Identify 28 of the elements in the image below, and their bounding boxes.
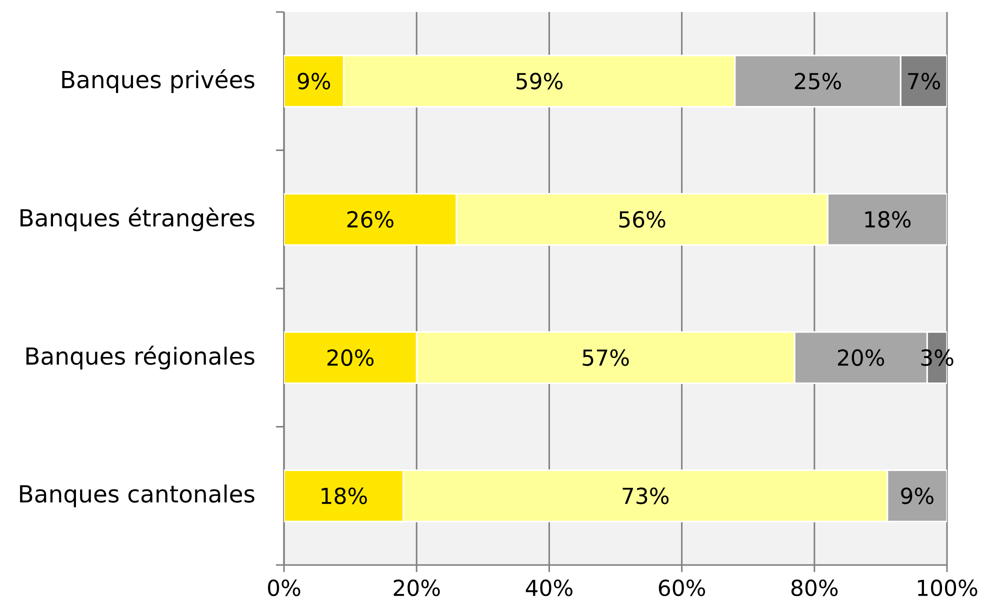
data-label: 18%	[865, 211, 911, 228]
x-tick-label: 20%	[394, 580, 440, 596]
data-label: 25%	[794, 72, 841, 90]
data-label: 18%	[322, 488, 367, 504]
x-tick-label: 0%	[268, 580, 300, 596]
y-tick-label: Banques cantonales	[20, 484, 254, 508]
x-tick-label: 100%	[918, 580, 978, 596]
x-tick-label: 80%	[791, 580, 838, 596]
y-tick-label: Banques régionales	[26, 346, 254, 370]
bar	[284, 470, 404, 522]
data-label: 20%	[327, 349, 374, 366]
data-label: 9%	[901, 488, 934, 504]
data-label: 73%	[622, 488, 669, 504]
data-label: 9%	[298, 72, 330, 90]
bar	[734, 54, 902, 108]
data-label: 59%	[516, 72, 562, 90]
y-tick-label: Banques privées	[62, 69, 254, 93]
data-label: 26%	[347, 211, 394, 228]
bar	[284, 193, 458, 246]
bar	[284, 331, 418, 384]
data-label: 7%	[908, 72, 940, 90]
y-tick-label: Banques étrangères	[20, 208, 254, 232]
x-tick-label: 60%	[658, 580, 706, 596]
data-label: 57%	[582, 349, 629, 366]
data-label: 56%	[619, 211, 666, 228]
x-tick-label: 40%	[526, 580, 572, 596]
data-label: 20%	[838, 349, 884, 366]
bar	[826, 193, 948, 246]
